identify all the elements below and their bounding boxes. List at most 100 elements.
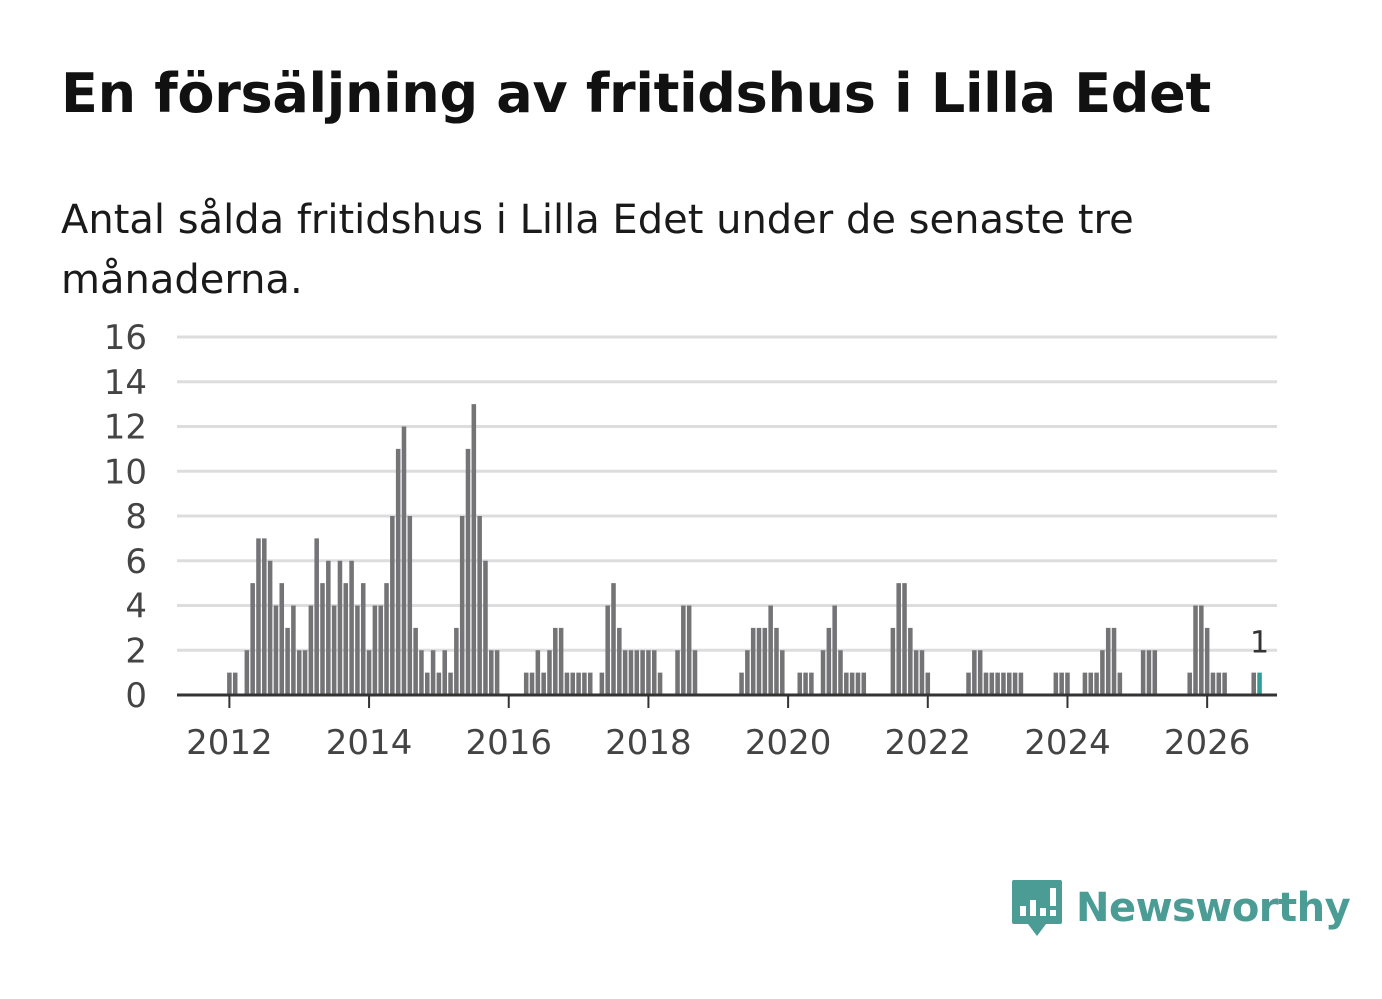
bar (768, 605, 773, 695)
bar (1117, 672, 1123, 695)
bar (430, 650, 436, 695)
bar (861, 672, 867, 695)
x-tick-label: 2016 (465, 723, 552, 763)
bar (855, 672, 861, 695)
x-tick-label: 2026 (1164, 723, 1251, 763)
bar (256, 538, 261, 695)
bar (902, 583, 907, 695)
bar (1001, 672, 1006, 695)
data-label: 1 (1250, 626, 1269, 661)
y-tick-label: 14 (104, 363, 147, 403)
bar (780, 650, 785, 695)
bar (308, 605, 314, 695)
bar-series (227, 404, 1262, 695)
bar (1111, 627, 1117, 695)
bar (820, 650, 826, 695)
bar (983, 672, 989, 695)
y-tick-label: 6 (125, 542, 147, 582)
x-tick-label: 2020 (745, 723, 832, 763)
bar (523, 672, 529, 695)
bar (314, 538, 319, 695)
bar (774, 627, 779, 695)
bar (826, 627, 832, 695)
bar (1216, 672, 1222, 695)
bar (797, 672, 803, 695)
bar (553, 627, 558, 695)
y-tick-label: 10 (104, 452, 147, 492)
bar (1199, 605, 1204, 695)
bar (541, 672, 546, 695)
bar (640, 650, 645, 695)
bar (1193, 605, 1198, 695)
bar (378, 605, 383, 695)
bar (1082, 672, 1088, 695)
bar (803, 672, 808, 695)
bar (634, 650, 640, 695)
bar (651, 650, 657, 695)
bar (355, 605, 360, 695)
bar (646, 650, 651, 695)
bar (401, 426, 407, 695)
bar (337, 560, 343, 695)
x-tick-label: 2018 (605, 723, 692, 763)
bar (1059, 672, 1064, 695)
x-axis: 2012 2014 2016 2018 2020 2022 2024 2026 (177, 693, 1277, 763)
y-tick-label: 0 (125, 676, 147, 716)
bar (605, 605, 610, 695)
bar (372, 605, 378, 695)
bar (1012, 672, 1018, 695)
bar (471, 404, 477, 695)
bar (838, 650, 843, 695)
bar (762, 627, 768, 695)
bar (273, 605, 279, 695)
bar (919, 650, 925, 695)
bar (349, 560, 354, 695)
bar (459, 516, 465, 695)
x-tick-label: 2022 (885, 723, 972, 763)
bar-chart-speech-bubble-icon (1012, 880, 1062, 936)
bar (1018, 672, 1024, 695)
x-tick-label: 2024 (1024, 723, 1111, 763)
bar (809, 672, 814, 695)
brand-logo: Newsworthy (1010, 878, 1351, 938)
bar (343, 583, 349, 695)
bar (535, 650, 541, 695)
bar (913, 650, 919, 695)
bar (745, 650, 750, 695)
gridlines (177, 335, 1277, 652)
bar (989, 672, 995, 695)
x-tick-label: 2014 (326, 723, 413, 763)
bar (489, 650, 494, 695)
bar (1140, 650, 1146, 695)
bar (477, 516, 482, 695)
bar (1065, 672, 1070, 695)
bar (360, 583, 366, 695)
bar (1105, 627, 1111, 695)
brand-name: Newsworthy (1076, 885, 1351, 931)
bar (384, 583, 389, 695)
bar (407, 516, 413, 695)
bar (657, 672, 663, 695)
bar (448, 672, 453, 695)
bar (1152, 650, 1158, 695)
bar (285, 627, 290, 695)
bar (267, 560, 273, 695)
y-tick-label: 8 (125, 497, 147, 537)
bar (442, 650, 447, 695)
bar (262, 538, 267, 695)
bar (279, 583, 285, 695)
x-tick-label: 2012 (186, 723, 273, 763)
bar (232, 672, 238, 695)
bar (1088, 672, 1094, 695)
y-tick-label: 12 (104, 408, 147, 448)
bar (1094, 672, 1099, 695)
chart-subtitle: Antal sålda fritidshus i Lilla Edet unde… (61, 197, 1134, 303)
bar (849, 672, 855, 695)
bar (587, 672, 593, 695)
bar (250, 583, 255, 695)
bar-highlight (1257, 672, 1262, 695)
bar (686, 605, 692, 695)
bar (1007, 672, 1012, 695)
